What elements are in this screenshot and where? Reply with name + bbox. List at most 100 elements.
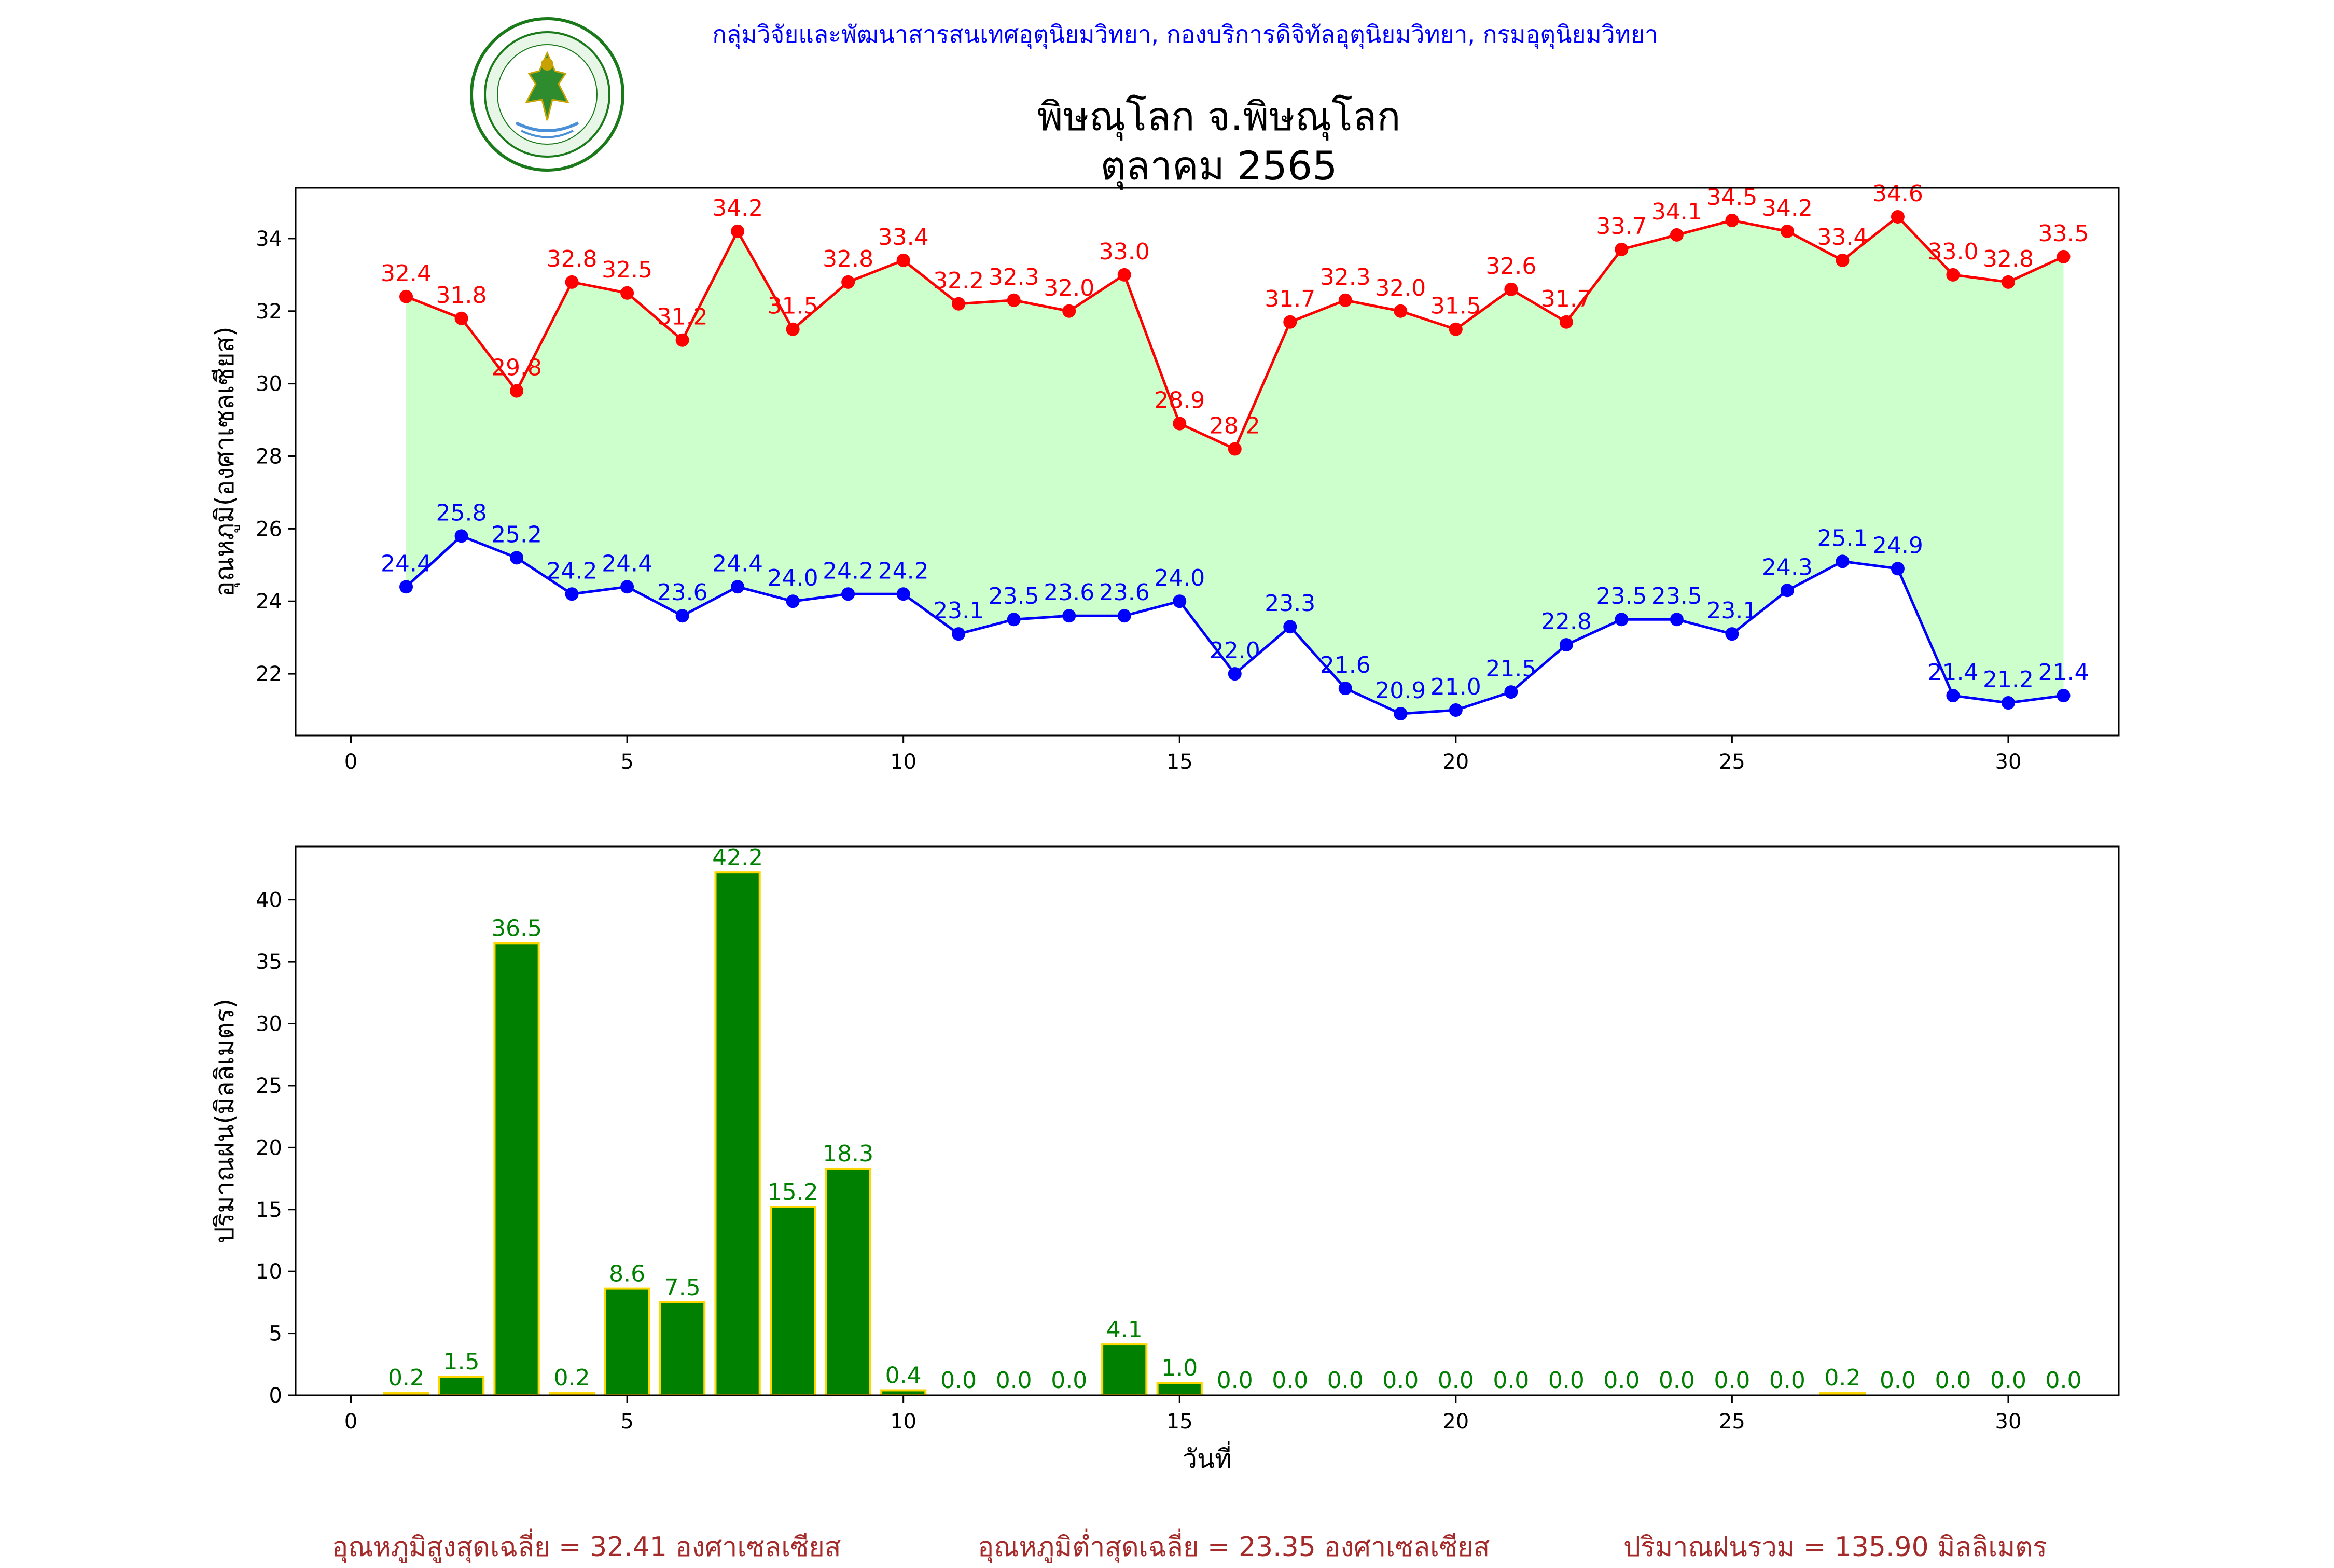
rain-data-label: 0.0 bbox=[1880, 1367, 1916, 1394]
min-temp-point bbox=[1283, 620, 1297, 634]
credit-line: กลุ่มวิจัยและพัฒนาสารสนเทศอุตุนิยมวิทยา,… bbox=[712, 20, 1658, 48]
rain-data-label: 0.0 bbox=[1051, 1367, 1087, 1394]
rain-bar bbox=[438, 1376, 485, 1396]
temp-range-band bbox=[406, 216, 2064, 714]
min-temp-point bbox=[1062, 609, 1076, 623]
temp-y-tick-label: 34 bbox=[256, 227, 282, 251]
rain-bar bbox=[770, 1205, 816, 1396]
min-temp-point bbox=[1007, 613, 1021, 627]
max-temp-point bbox=[675, 333, 689, 347]
max-temp-data-label: 32.3 bbox=[1320, 264, 1371, 290]
min-temp-data-label: 21.2 bbox=[1983, 667, 2034, 693]
max-temp-data-label: 34.6 bbox=[1872, 181, 1923, 207]
rain-data-label: 18.3 bbox=[823, 1141, 873, 1167]
min-temp-data-label: 22.8 bbox=[1541, 608, 1592, 635]
rain-x-tick-label: 30 bbox=[1995, 1410, 2022, 1434]
max-temp-point bbox=[952, 297, 966, 311]
max-temp-data-label: 32.0 bbox=[1375, 275, 1426, 301]
rain-data-label: 0.2 bbox=[554, 1365, 590, 1391]
rain-data-label: 0.0 bbox=[1659, 1367, 1695, 1394]
max-temp-data-label: 32.2 bbox=[933, 268, 984, 294]
rain-y-tick-label: 5 bbox=[269, 1322, 282, 1346]
min-temp-point bbox=[1725, 627, 1739, 641]
max-temp-point bbox=[2001, 275, 2015, 289]
max-temp-point bbox=[1946, 268, 1960, 282]
rain-bar bbox=[493, 942, 540, 1396]
max-temp-data-label: 32.8 bbox=[547, 246, 598, 272]
min-temp-data-label: 21.5 bbox=[1485, 656, 1536, 682]
max-temp-data-label: 33.4 bbox=[1817, 224, 1868, 251]
rain-y-tick-label: 35 bbox=[256, 950, 282, 974]
min-temp-data-label: 24.9 bbox=[1872, 532, 1923, 559]
temp-y-tick-label: 24 bbox=[256, 590, 282, 614]
rain-data-label: 15.2 bbox=[768, 1179, 818, 1205]
rain-bar bbox=[714, 871, 761, 1396]
max-temp-data-label: 34.2 bbox=[1762, 195, 1813, 221]
max-temp-point bbox=[1173, 417, 1187, 431]
rain-data-label: 0.0 bbox=[1438, 1367, 1474, 1394]
min-temp-point bbox=[2001, 696, 2015, 710]
chart-title-station: พิษณุโลก จ.พิษณุโลก bbox=[1037, 93, 1401, 140]
rain-data-label: 1.0 bbox=[1161, 1355, 1198, 1381]
max-temp-point bbox=[399, 289, 413, 303]
max-temp-point bbox=[731, 224, 745, 238]
rain-y-tick-label: 30 bbox=[256, 1012, 282, 1036]
min-temp-point bbox=[1615, 613, 1629, 627]
min-temp-point bbox=[620, 580, 634, 594]
temp-frame bbox=[295, 187, 2120, 737]
min-temp-point bbox=[786, 594, 800, 608]
rain-data-label: 0.0 bbox=[1548, 1367, 1585, 1394]
temp-x-tick-label: 0 bbox=[344, 750, 357, 774]
min-temp-data-label: 25.1 bbox=[1817, 525, 1868, 551]
rain-y-tick-label: 15 bbox=[256, 1198, 282, 1222]
min-temp-data-label: 23.5 bbox=[1651, 583, 1702, 609]
min-temp-point bbox=[841, 587, 855, 601]
min-temp-point bbox=[1449, 703, 1463, 717]
min-temp-point bbox=[1891, 562, 1905, 576]
min-temp-point bbox=[731, 580, 745, 594]
rain-x-tick-label: 5 bbox=[620, 1410, 633, 1434]
max-temp-data-label: 32.8 bbox=[823, 246, 873, 272]
max-temp-data-label: 33.4 bbox=[878, 224, 929, 251]
min-temp-data-label: 24.4 bbox=[712, 550, 763, 577]
max-temp-data-label: 32.5 bbox=[602, 257, 652, 283]
temp-y-tick-label: 26 bbox=[256, 517, 282, 541]
max-temp-data-label: 32.4 bbox=[381, 260, 432, 287]
max-temp-data-label: 32.8 bbox=[1983, 246, 2034, 272]
max-temp-point bbox=[454, 311, 468, 325]
rain-data-label: 0.0 bbox=[1382, 1367, 1419, 1394]
rain-data-label: 0.0 bbox=[1603, 1367, 1640, 1394]
rain-y-tick-label: 0 bbox=[269, 1384, 282, 1408]
max-temp-point bbox=[510, 384, 524, 398]
max-temp-point bbox=[565, 275, 579, 289]
max-temp-point bbox=[1836, 253, 1850, 267]
rain-data-label: 36.5 bbox=[491, 915, 542, 941]
min-temp-data-label: 21.6 bbox=[1320, 652, 1371, 678]
min-temp-data-label: 24.3 bbox=[1762, 554, 1813, 580]
min-temp-data-label: 24.4 bbox=[381, 550, 432, 577]
min-temp-point bbox=[896, 587, 910, 601]
rain-data-label: 0.0 bbox=[1714, 1367, 1750, 1394]
rain-data-label: 0.4 bbox=[885, 1362, 922, 1389]
rain-bar bbox=[659, 1301, 706, 1397]
max-temp-point bbox=[1007, 293, 1021, 307]
max-temp-point bbox=[1670, 228, 1684, 242]
rain-data-label: 0.0 bbox=[1217, 1367, 1253, 1394]
max-temp-point bbox=[1559, 315, 1573, 329]
min-temp-point bbox=[510, 551, 524, 565]
max-temp-data-label: 29.8 bbox=[491, 355, 542, 381]
rain-data-label: 8.6 bbox=[609, 1261, 645, 1287]
max-temp-data-label: 31.7 bbox=[1541, 286, 1592, 312]
rain-data-label: 0.2 bbox=[1824, 1365, 1860, 1391]
min-temp-point bbox=[1670, 613, 1684, 627]
min-temp-data-label: 24.0 bbox=[768, 565, 818, 591]
max-temp-data-label: 31.5 bbox=[768, 293, 818, 320]
rain-y-tick-label: 25 bbox=[256, 1074, 282, 1098]
min-temp-average: อุณหภูมิต่ำสุดเฉลี่ย = 23.35 องศาเซลเซีย… bbox=[978, 1532, 1490, 1563]
min-temp-point bbox=[1338, 682, 1352, 696]
max-temp-point bbox=[620, 286, 634, 300]
rain-frame bbox=[295, 845, 2120, 1396]
min-temp-point bbox=[1559, 638, 1573, 652]
